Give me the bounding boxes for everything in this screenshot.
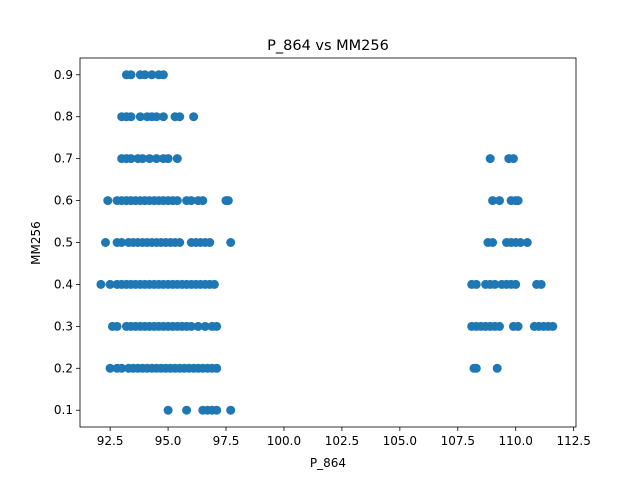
data-point: [492, 363, 502, 373]
data-point: [508, 154, 518, 164]
data-point: [105, 363, 115, 373]
data-point: [209, 279, 219, 289]
data-point: [488, 196, 498, 206]
data-point: [117, 363, 127, 373]
data-point: [205, 238, 215, 247]
data-point: [536, 279, 546, 289]
data-point: [522, 238, 532, 247]
data-point: [471, 363, 481, 373]
x-axis-ticks: 92.5 95.0 97.5 100.0 102.5 105.0 107.5 110.0 112…: [97, 427, 591, 448]
data-point: [163, 405, 173, 415]
data-point: [158, 70, 168, 80]
data-point: [182, 405, 192, 415]
data-point: [198, 196, 208, 206]
data-point: [140, 70, 150, 80]
x-tick-label: 102.5: [325, 434, 359, 448]
y-tick-label: 0.7: [54, 152, 73, 166]
y-tick-label: 0.1: [54, 403, 73, 417]
x-tick-label: 107.5: [441, 434, 475, 448]
y-tick-label: 0.3: [54, 319, 73, 333]
data-point: [103, 196, 113, 206]
data-point: [200, 321, 210, 331]
x-tick-label: 95.0: [155, 434, 182, 448]
data-point: [105, 279, 115, 289]
data-point: [172, 196, 182, 206]
chart-title: P_864 vs MM256: [267, 38, 389, 54]
data-point: [513, 196, 523, 206]
data-point: [117, 238, 127, 247]
x-tick-label: 92.5: [97, 434, 124, 448]
data-point: [135, 112, 145, 122]
y-tick-label: 0.2: [54, 361, 73, 375]
y-axis-ticks: 0.1 0.2 0.3 0.4 0.5 0.6 0.7 0.8 0.9: [54, 68, 80, 417]
data-point: [126, 70, 136, 80]
x-axis-label: P_864: [310, 456, 346, 470]
x-tick-label: 105.0: [383, 434, 417, 448]
x-tick-label: 100.0: [267, 434, 301, 448]
data-point: [513, 321, 523, 331]
x-tick-label: 112.5: [557, 434, 591, 448]
data-points: [96, 70, 558, 415]
data-point: [226, 405, 236, 415]
data-point: [145, 154, 154, 164]
y-tick-label: 0.6: [54, 194, 73, 208]
data-point: [226, 238, 236, 247]
data-point: [488, 238, 498, 247]
data-point: [490, 279, 500, 289]
data-point: [193, 321, 203, 331]
data-point: [212, 363, 222, 373]
data-point: [223, 196, 233, 206]
data-point: [548, 321, 558, 331]
data-point: [515, 238, 525, 247]
data-point: [471, 279, 481, 289]
data-point: [126, 112, 136, 122]
data-point: [485, 154, 495, 164]
data-point: [126, 154, 136, 164]
data-point: [175, 238, 185, 247]
data-point: [172, 154, 182, 164]
data-point: [186, 321, 196, 331]
y-tick-label: 0.4: [54, 277, 73, 291]
y-tick-label: 0.5: [54, 236, 73, 250]
data-point: [511, 279, 521, 289]
data-point: [186, 196, 196, 206]
data-point: [101, 238, 110, 247]
plot-frame: [79, 57, 577, 428]
data-point: [138, 154, 148, 164]
data-point: [152, 154, 161, 164]
data-point: [147, 70, 157, 80]
x-tick-label: 110.0: [499, 434, 533, 448]
data-point: [163, 154, 173, 164]
data-point: [96, 279, 106, 289]
data-point: [189, 112, 199, 122]
data-point: [158, 112, 168, 122]
data-point: [212, 405, 222, 415]
y-axis-label: MM256: [29, 221, 43, 265]
y-tick-label: 0.9: [54, 68, 73, 82]
data-point: [495, 321, 504, 331]
data-point: [212, 321, 222, 331]
data-point: [152, 112, 161, 122]
x-tick-label: 97.5: [213, 434, 240, 448]
y-tick-label: 0.8: [54, 110, 73, 124]
data-point: [112, 321, 122, 331]
data-point: [495, 196, 504, 206]
data-point: [175, 112, 185, 122]
